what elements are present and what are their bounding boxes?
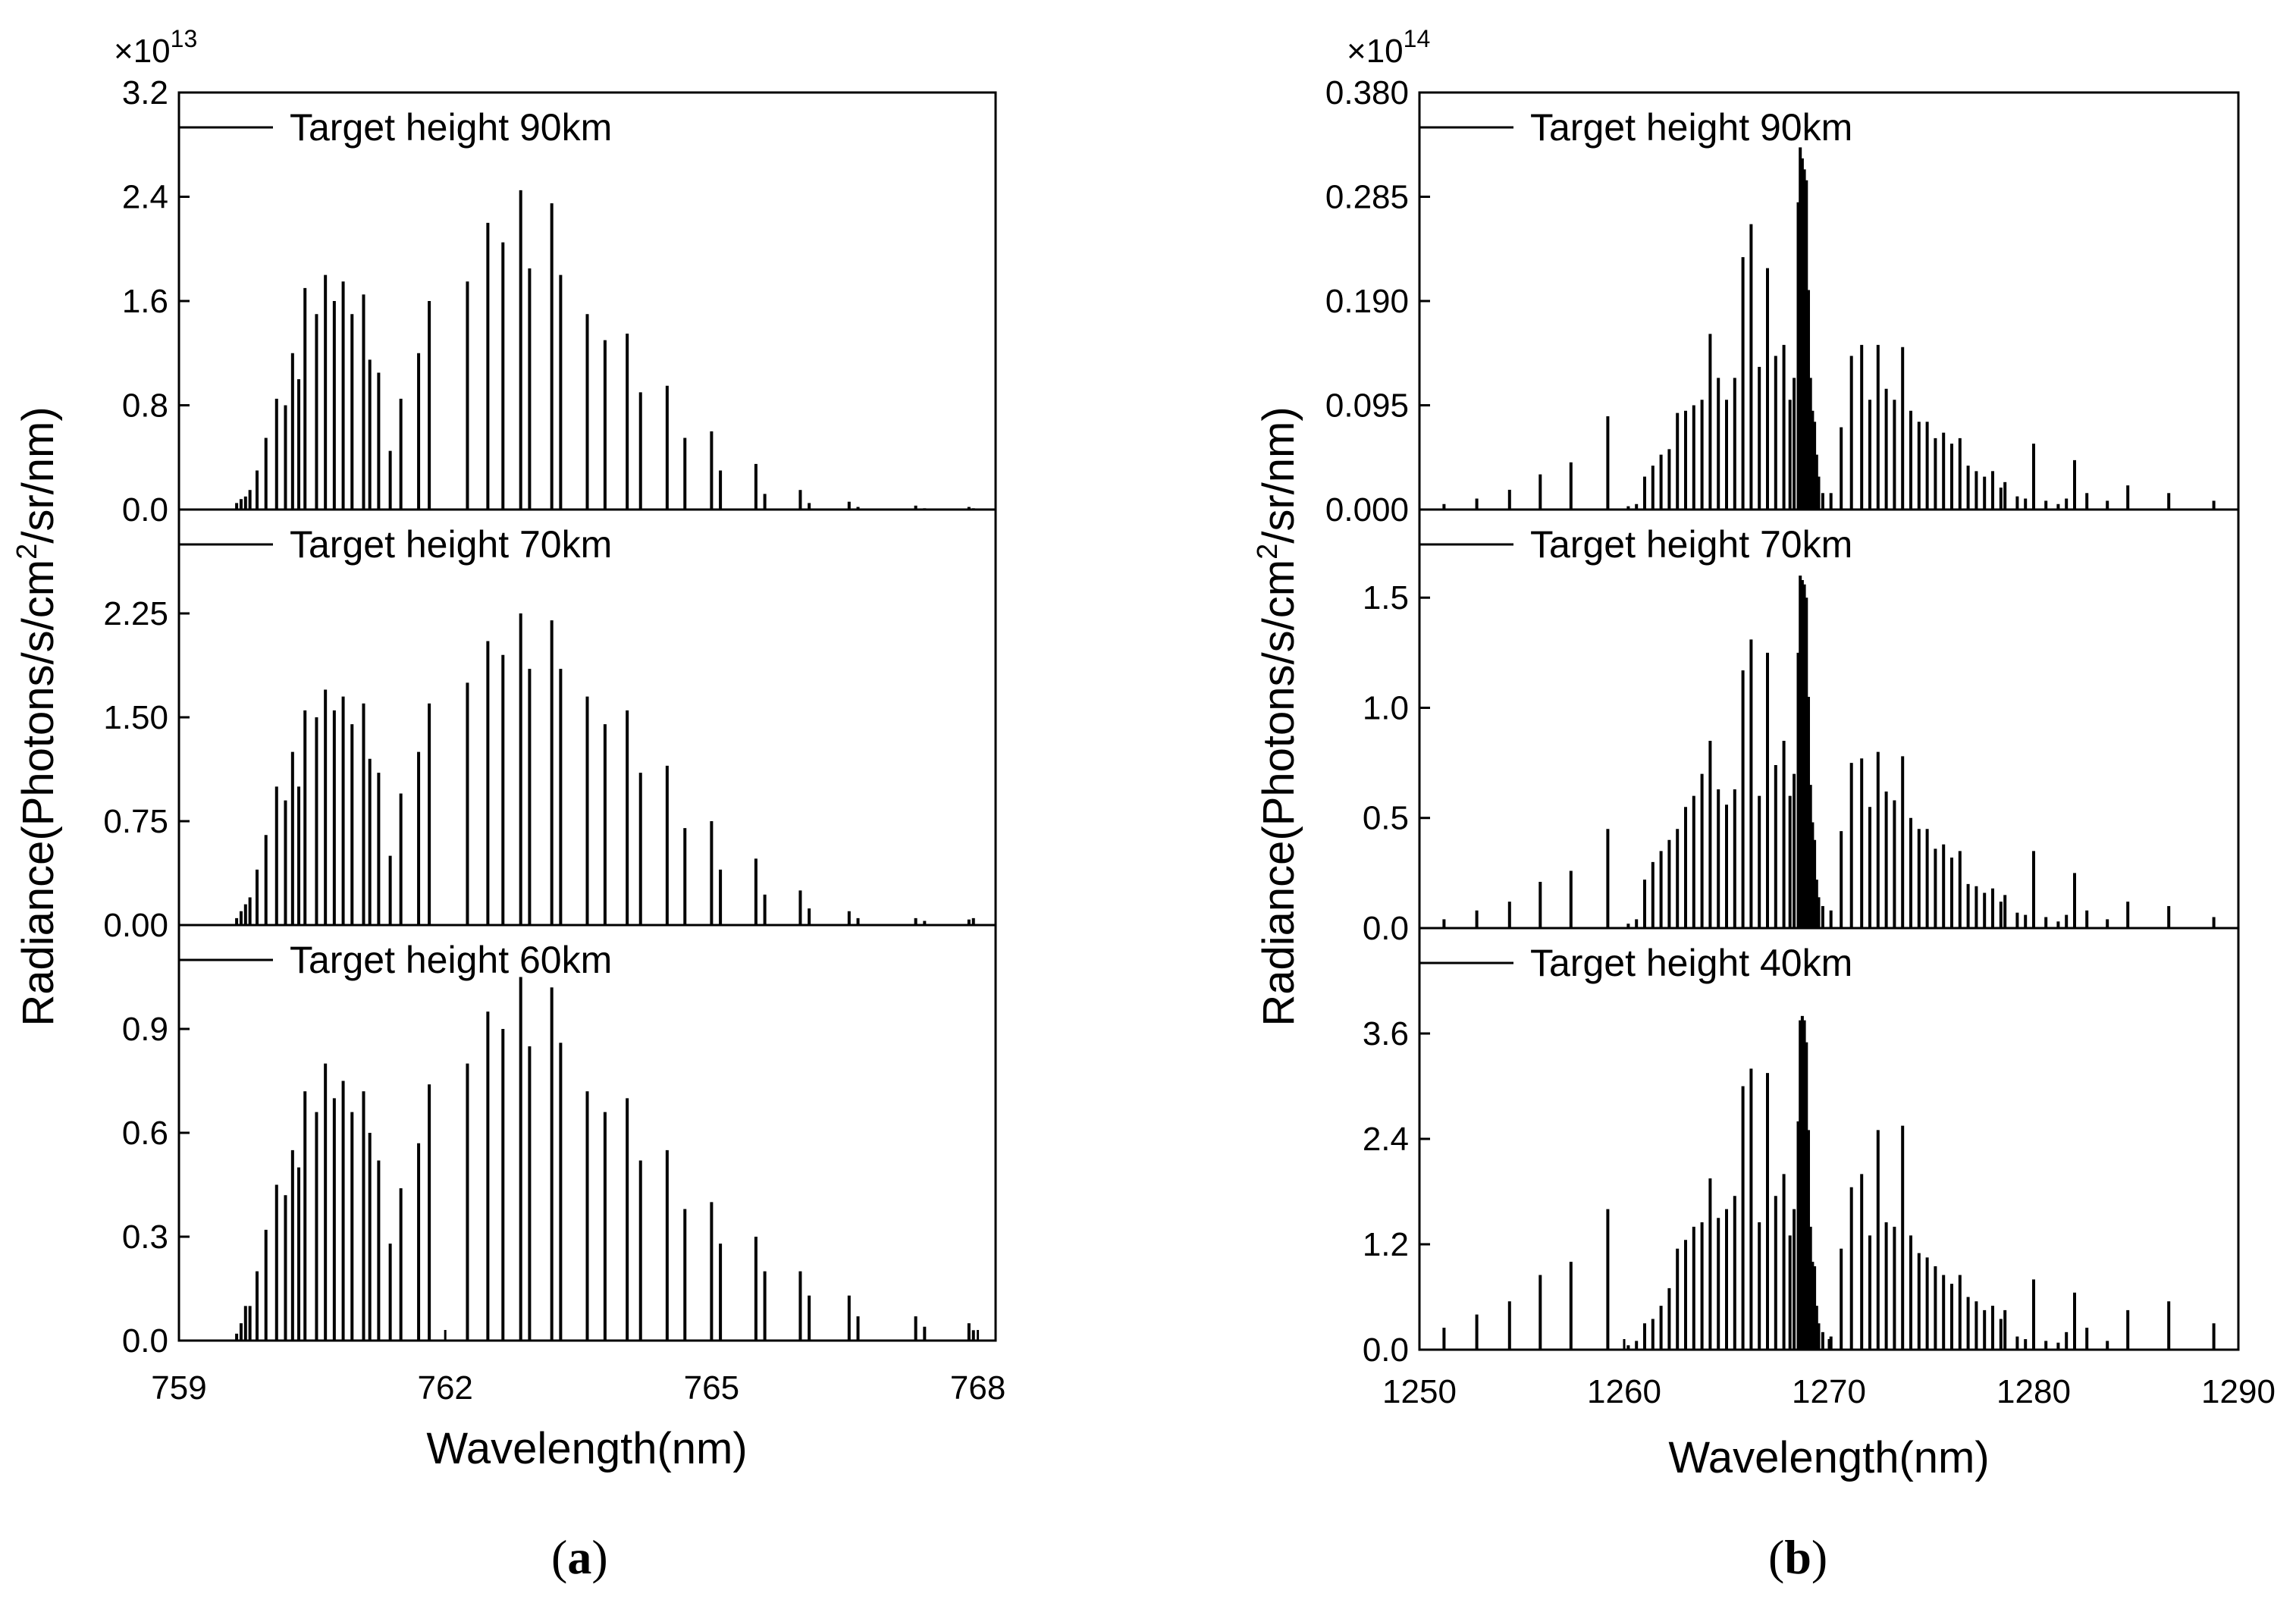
chart-b-y-axis-title: Radiance(Photons/s/cm2/sr/nm) [1252,406,1303,1026]
chart-b-panel-1-y-tick-label: 0.000 [1325,491,1409,528]
chart-b: 1250 1260 1270 1280 1290 0.000 0.095 0.190 0.285… [1252,25,2276,1584]
chart-a-panel-3-y-tick-label: 0.6 [122,1115,168,1152]
chart-b-x-tick-label: 1280 [1996,1373,2071,1410]
chart-b-plot-area: 1250 1260 1270 1280 1290 0.000 0.095 0.190 0.285… [1325,74,2276,1410]
chart-b-panel-letter: b [1784,1530,1811,1584]
chart-b-panel-3-y-tick-label: 0.0 [1363,1331,1409,1369]
chart-b-panel-2-y-tick-label: 1.5 [1363,579,1409,616]
chart-b-x-tick-label: 1270 [1792,1373,1866,1410]
chart-a-panel-1-y-tick-label: 3.2 [122,74,168,111]
chart-a-panel-2-legend-label: Target height 70km [290,523,612,566]
chart-b-panel-3-y-tick-label: 1.2 [1363,1226,1409,1263]
chart-b-x-tick-label: 1250 [1382,1373,1457,1410]
chart-a-panel-1-y-tick-label: 0.0 [122,491,168,528]
chart-a-x-tick-label: 759 [151,1369,206,1407]
chart-a-x-tick-label: 768 [950,1369,1005,1407]
chart-b-panel-1-y-tick-label: 0.285 [1325,179,1409,216]
chart-a-x-tick-label: 765 [684,1369,739,1407]
chart-b-x-axis-title: Wavelength(nm) [1668,1433,1989,1482]
chart-b-panel-3-y-tick-label: 2.4 [1363,1121,1409,1158]
chart-a-scale-exponent: 13 [171,25,198,52]
chart-a-panel-caption: (a) [551,1530,608,1584]
chart-b-panel-2-y-tick-label: 0.0 [1363,910,1409,947]
chart-b-panel-1-y-tick-label: 0.095 [1325,387,1409,425]
chart-a-panel-1-legend-label: Target height 90km [290,106,612,149]
chart-b-panel-1-y-tick-label: 0.380 [1325,74,1409,111]
chart-b-panel-1-y-tick-label: 0.190 [1325,283,1409,320]
chart-b-frame [1418,91,2240,1351]
chart-b-panel-2-legend-label: Target height 70km [1530,523,1852,566]
chart-b-scale-label: ×1014 [1347,25,1430,70]
chart-b-panel-2-y-tick-label: 1.0 [1363,689,1409,726]
chart-a-panel-3-y-tick-label: 0.9 [122,1011,168,1048]
chart-a-panel-3-legend-label: Target height 60km [290,939,612,981]
chart-a-y-axis-title: Radiance(Photons/s/cm2/sr/nm) [11,406,63,1026]
chart-a-panel-1-y-tick-label: 0.8 [122,387,168,425]
chart-a-plot-area: 759 762 765 768 0.0 0.8 1.6 2.4 3.2 Target height… [103,74,1005,1407]
chart-b-panel-3-y-tick-label: 3.6 [1363,1015,1409,1052]
chart-a-panel-1-y-tick-label: 2.4 [122,179,168,216]
chart-b-panel-1-legend-label: Target height 90km [1530,106,1852,149]
chart-a-panel-1-y-tick-label: 1.6 [122,283,168,320]
chart-a-x-tick-label: 762 [417,1369,472,1407]
chart-a-panel-2-y-tick-label: 0.75 [103,803,168,840]
chart-b-x-tick-label: 1290 [2201,1373,2276,1410]
chart-b-x-tick-label: 1260 [1587,1373,1661,1410]
chart-b-scale-exponent: 14 [1404,25,1431,52]
chart-a-panel-2-y-tick-label: 2.25 [103,595,168,632]
chart-b-panel-3-legend-label: Target height 40km [1530,942,1852,984]
chart-a-panel-letter: a [567,1530,591,1584]
chart-a-x-axis-title: Wavelength(nm) [426,1424,747,1473]
chart-a-scale-label: ×1013 [114,25,197,70]
chart-a-panel-2-y-tick-label: 0.00 [103,907,168,944]
chart-a-panel-3-y-tick-label: 0.0 [122,1322,168,1360]
chart-a-panel-3-y-tick-label: 0.3 [122,1219,168,1256]
chart-b-panel-2-y-tick-label: 0.5 [1363,800,1409,837]
chart-b-panel-caption: (b) [1768,1530,1827,1584]
chart-a-panel-2-y-tick-label: 1.50 [103,699,168,736]
chart-a: 759 762 765 768 0.0 0.8 1.6 2.4 3.2 Target height… [11,25,1005,1584]
